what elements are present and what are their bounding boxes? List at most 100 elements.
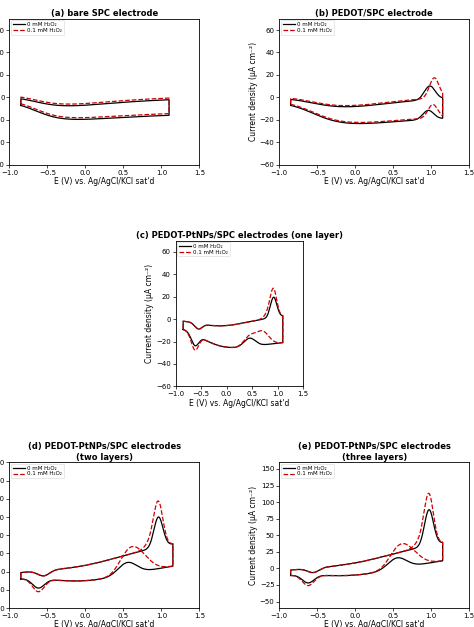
0.1 mM H₂O₂	[426, 490, 432, 497]
X-axis label: E (V) vs. Ag/AgCl/KCl sat'd: E (V) vs. Ag/AgCl/KCl sat'd	[324, 177, 424, 186]
0.1 mM H₂O₂	[390, 98, 395, 105]
0 mM H₂O₂	[288, 102, 293, 109]
0 mM H₂O₂	[401, 98, 406, 105]
X-axis label: E (V) vs. Ag/AgCl/KCl sat'd: E (V) vs. Ag/AgCl/KCl sat'd	[55, 177, 155, 186]
0.1 mM H₂O₂	[358, 102, 364, 109]
0.1 mM H₂O₂	[288, 100, 293, 108]
0.1 mM H₂O₂	[18, 575, 24, 582]
0.1 mM H₂O₂	[305, 582, 311, 589]
0 mM H₂O₂	[358, 102, 364, 110]
Line: 0 mM H₂O₂: 0 mM H₂O₂	[291, 510, 443, 583]
0 mM H₂O₂	[288, 572, 293, 579]
0 mM H₂O₂	[133, 549, 138, 556]
0.1 mM H₂O₂	[117, 112, 122, 120]
0 mM H₂O₂	[68, 564, 74, 571]
0.1 mM H₂O₂	[38, 587, 44, 594]
0 mM H₂O₂	[402, 547, 408, 555]
Line: 0.1 mM H₂O₂: 0.1 mM H₂O₂	[183, 288, 283, 350]
Legend: 0 mM H₂O₂, 0.1 mM H₂O₂: 0 mM H₂O₂, 0.1 mM H₂O₂	[177, 242, 230, 256]
0.1 mM H₂O₂	[155, 497, 161, 505]
0.1 mM H₂O₂	[18, 100, 24, 107]
0.1 mM H₂O₂	[18, 575, 24, 582]
0 mM H₂O₂	[357, 120, 363, 127]
0.1 mM H₂O₂	[431, 74, 437, 82]
0.1 mM H₂O₂	[128, 97, 134, 104]
0 mM H₂O₂	[308, 579, 313, 586]
0 mM H₂O₂	[18, 102, 24, 109]
0 mM H₂O₂	[112, 114, 118, 122]
0.1 mM H₂O₂	[338, 561, 344, 569]
0.1 mM H₂O₂	[389, 117, 394, 125]
0.1 mM H₂O₂	[288, 572, 293, 579]
0 mM H₂O₂	[370, 556, 375, 563]
0 mM H₂O₂	[229, 344, 235, 351]
0.1 mM H₂O₂	[112, 112, 118, 120]
0 mM H₂O₂	[87, 101, 92, 108]
0 mM H₂O₂	[250, 317, 256, 325]
Y-axis label: Current density (μA cm⁻²): Current density (μA cm⁻²)	[249, 486, 258, 585]
0.1 mM H₂O₂	[86, 113, 92, 121]
Line: 0 mM H₂O₂: 0 mM H₂O₂	[21, 517, 173, 588]
0.1 mM H₂O₂	[87, 100, 92, 107]
0 mM H₂O₂	[38, 584, 44, 591]
0.1 mM H₂O₂	[227, 344, 233, 351]
0.1 mM H₂O₂	[288, 572, 293, 579]
Legend: 0 mM H₂O₂, 0.1 mM H₂O₂: 0 mM H₂O₂, 0.1 mM H₂O₂	[11, 464, 64, 478]
0 mM H₂O₂	[86, 115, 92, 123]
0.1 mM H₂O₂	[18, 93, 24, 101]
Y-axis label: Current density (μA cm⁻²): Current density (μA cm⁻²)	[146, 264, 155, 363]
Line: 0 mM H₂O₂: 0 mM H₂O₂	[291, 86, 443, 124]
0 mM H₂O₂	[384, 119, 390, 126]
Line: 0.1 mM H₂O₂: 0.1 mM H₂O₂	[291, 493, 443, 586]
Line: 0 mM H₂O₂: 0 mM H₂O₂	[21, 99, 169, 119]
X-axis label: E (V) vs. Ag/AgCl/KCl sat'd: E (V) vs. Ag/AgCl/KCl sat'd	[324, 621, 424, 627]
0.1 mM H₂O₂	[234, 320, 240, 328]
X-axis label: E (V) vs. Ag/AgCl/KCl sat'd: E (V) vs. Ag/AgCl/KCl sat'd	[55, 621, 155, 627]
0.1 mM H₂O₂	[401, 97, 406, 105]
0 mM H₂O₂	[234, 320, 240, 328]
0 mM H₂O₂	[394, 549, 400, 557]
0 mM H₂O₂	[271, 293, 276, 301]
Line: 0.1 mM H₂O₂: 0.1 mM H₂O₂	[21, 97, 169, 118]
0 mM H₂O₂	[155, 513, 161, 520]
0.1 mM H₂O₂	[308, 581, 313, 589]
0 mM H₂O₂	[125, 551, 130, 559]
0.1 mM H₂O₂	[357, 119, 363, 126]
0.1 mM H₂O₂	[90, 576, 95, 584]
0 mM H₂O₂	[100, 557, 106, 565]
0.1 mM H₂O₂	[18, 100, 24, 107]
0 mM H₂O₂	[390, 99, 395, 107]
0.1 mM H₂O₂	[288, 100, 293, 108]
Legend: 0 mM H₂O₂, 0.1 mM H₂O₂: 0 mM H₂O₂, 0.1 mM H₂O₂	[281, 21, 334, 34]
0.1 mM H₂O₂	[384, 117, 390, 125]
0 mM H₂O₂	[18, 575, 24, 582]
0.1 mM H₂O₂	[370, 556, 375, 563]
0 mM H₂O₂	[193, 342, 199, 349]
0.1 mM H₂O₂	[192, 347, 198, 354]
0 mM H₂O₂	[180, 325, 186, 333]
0.1 mM H₂O₂	[193, 346, 199, 354]
0.1 mM H₂O₂	[270, 285, 276, 292]
0 mM H₂O₂	[118, 99, 123, 107]
0.1 mM H₂O₂	[250, 317, 256, 325]
0 mM H₂O₂	[227, 344, 233, 351]
0 mM H₂O₂	[357, 120, 363, 127]
Title: (c) PEDOT-PtNPs/SPC electrodes (one layer): (c) PEDOT-PtNPs/SPC electrodes (one laye…	[136, 231, 343, 240]
0 mM H₂O₂	[305, 579, 311, 587]
Title: (a) bare SPC electrode: (a) bare SPC electrode	[51, 9, 158, 18]
0 mM H₂O₂	[18, 95, 24, 103]
0 mM H₂O₂	[180, 325, 186, 333]
0 mM H₂O₂	[117, 114, 122, 122]
0.1 mM H₂O₂	[118, 97, 123, 105]
0 mM H₂O₂	[426, 506, 432, 514]
0.1 mM H₂O₂	[402, 547, 408, 554]
0 mM H₂O₂	[427, 82, 433, 90]
Line: 0.1 mM H₂O₂: 0.1 mM H₂O₂	[21, 501, 173, 592]
0 mM H₂O₂	[90, 576, 95, 584]
Legend: 0 mM H₂O₂, 0.1 mM H₂O₂: 0 mM H₂O₂, 0.1 mM H₂O₂	[11, 21, 64, 34]
0 mM H₂O₂	[389, 118, 394, 125]
0.1 mM H₂O₂	[255, 316, 261, 324]
0 mM H₂O₂	[36, 584, 41, 592]
0 mM H₂O₂	[18, 575, 24, 582]
Y-axis label: Current density (μA cm⁻²): Current density (μA cm⁻²)	[249, 42, 258, 141]
